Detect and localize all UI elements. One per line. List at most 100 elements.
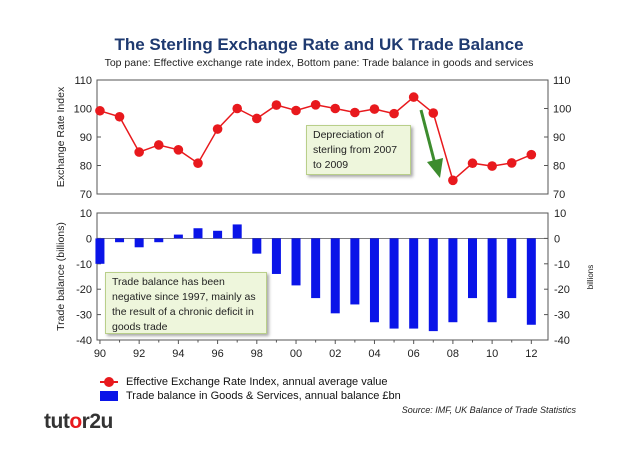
trade-balance-bar: [507, 238, 517, 299]
x-tick-label: 12: [525, 348, 537, 360]
y-tick-label-right: -40: [554, 335, 570, 347]
depreciation-note: Depreciation of sterling from 2007 to 20…: [306, 125, 411, 175]
exchange-rate-point: [95, 105, 105, 116]
x-tick-label: 04: [368, 348, 380, 360]
x-tick-label: 08: [447, 348, 459, 360]
y-tick-label-right: -20: [554, 284, 570, 296]
legend-label: Effective Exchange Rate Index, annual av…: [126, 376, 388, 388]
trade-balance-bar: [330, 238, 340, 314]
y-tick-label: 90: [80, 132, 92, 144]
y-tick-label: -20: [76, 284, 92, 296]
y-tick-label-right: 10: [554, 208, 566, 220]
x-tick-label: 00: [290, 348, 302, 360]
trade-balance-bar: [115, 238, 125, 243]
y-tick-label: -40: [76, 335, 92, 347]
y-tick-label-right: -30: [554, 310, 570, 322]
y-tick-label-right: 70: [553, 189, 565, 201]
chart-subtitle: Top pane: Effective exchange rate index,…: [104, 57, 534, 69]
exchange-rate-point: [310, 99, 321, 110]
trade-balance-bar: [173, 234, 183, 239]
trade-balance-bar: [311, 238, 321, 299]
exchange-rate-point: [212, 124, 223, 134]
exchange-rate-point: [369, 104, 380, 114]
trade-balance-bar: [291, 238, 301, 286]
trade-balance-bar: [252, 238, 262, 254]
y-tick-label: 70: [80, 189, 92, 201]
y-tick-label-right: 80: [553, 161, 565, 173]
y-axis-label-right: billions: [586, 265, 595, 289]
exchange-rate-point: [114, 111, 125, 122]
legend-item-trade-balance: Trade balance in Goods & Services, annua…: [100, 390, 401, 402]
x-tick-label: 98: [251, 348, 263, 360]
y-axis-label: Trade balance (billions): [55, 222, 67, 331]
trade-balance-bar: [409, 238, 419, 329]
exchange-rate-pane: 70 70 80 80 90 90 100 100 110 110 Exchange Rate In…: [55, 75, 571, 201]
blue-bar-icon: [100, 391, 118, 401]
trade-balance-bar: [95, 238, 105, 264]
exchange-rate-point: [408, 92, 419, 102]
trade-balance-bar: [154, 238, 164, 243]
x-tick-label: 02: [329, 348, 341, 360]
source-note: Source: IMF, UK Balance of Trade Statist…: [401, 405, 576, 415]
depreciation-arrow: [419, 109, 443, 178]
arrow-shaft: [419, 109, 437, 165]
exchange-rate-point: [173, 145, 184, 155]
y-tick-label-right: 110: [553, 75, 571, 87]
exchange-rate-point: [448, 175, 458, 186]
trade-balance-bar: [448, 238, 458, 323]
trade-balance-bar: [271, 238, 281, 274]
x-tick-label: 10: [486, 348, 498, 360]
exchange-rate-point: [526, 149, 537, 160]
exchange-rate-point: [252, 113, 262, 124]
trade-balance-bar: [134, 238, 144, 248]
trade-balance-bar: [487, 238, 497, 323]
exchange-rate-point: [271, 100, 282, 110]
exchange-rate-point: [232, 103, 243, 114]
red-dot-line-icon: [100, 377, 118, 387]
trade-balance-bar: [193, 228, 203, 239]
exchange-rate-point: [193, 158, 203, 169]
y-tick-label: -30: [76, 310, 92, 322]
trade-balance-bar: [232, 224, 242, 239]
y-tick-label-right: 90: [553, 132, 565, 144]
exchange-rate-point: [506, 158, 517, 168]
exchange-rate-point: [350, 107, 360, 118]
trade-balance-bar: [213, 230, 223, 239]
tutor2u-logo: tutor2u: [44, 410, 113, 433]
trade-balance-bar: [389, 238, 399, 329]
x-tick-label: 92: [133, 348, 145, 360]
x-tick-label: 90: [94, 348, 106, 360]
trade-balance-bar: [526, 238, 536, 325]
exchange-rate-point: [389, 108, 399, 119]
exchange-rate-point: [153, 140, 164, 150]
y-tick-label: 110: [74, 75, 92, 87]
trade-balance-bar: [350, 238, 360, 305]
exchange-rate-point: [291, 105, 301, 116]
arrow-head: [427, 158, 443, 178]
y-tick-label: 10: [80, 208, 92, 220]
trade-balance-bar: [468, 238, 478, 299]
y-tick-label: 0: [86, 233, 92, 245]
trade-balance-bar: [369, 238, 379, 323]
exchange-rate-point: [467, 158, 478, 169]
x-tick-label: 94: [172, 348, 184, 360]
y-tick-label: 100: [74, 104, 92, 116]
y-tick-label: 80: [80, 161, 92, 173]
trade-balance-bar: [428, 238, 438, 332]
y-tick-label-right: 100: [553, 104, 571, 116]
legend-item-exchange-rate: Effective Exchange Rate Index, annual av…: [100, 376, 388, 388]
exchange-rate-point: [428, 108, 439, 118]
y-tick-label: -10: [76, 259, 92, 271]
x-tick-label: 06: [408, 348, 420, 360]
y-tick-label-right: 0: [554, 233, 560, 245]
exchange-rate-point: [487, 161, 497, 171]
trade-balance-note: Trade balance has been negative since 19…: [105, 272, 267, 334]
x-tick-label: 96: [211, 348, 223, 360]
exchange-rate-point: [134, 147, 144, 157]
chart-title: The Sterling Exchange Rate and UK Trade …: [114, 35, 524, 54]
y-axis-label: Exchange Rate Index: [55, 86, 67, 187]
y-tick-label-right: -10: [554, 259, 570, 271]
legend-label: Trade balance in Goods & Services, annua…: [126, 390, 401, 402]
